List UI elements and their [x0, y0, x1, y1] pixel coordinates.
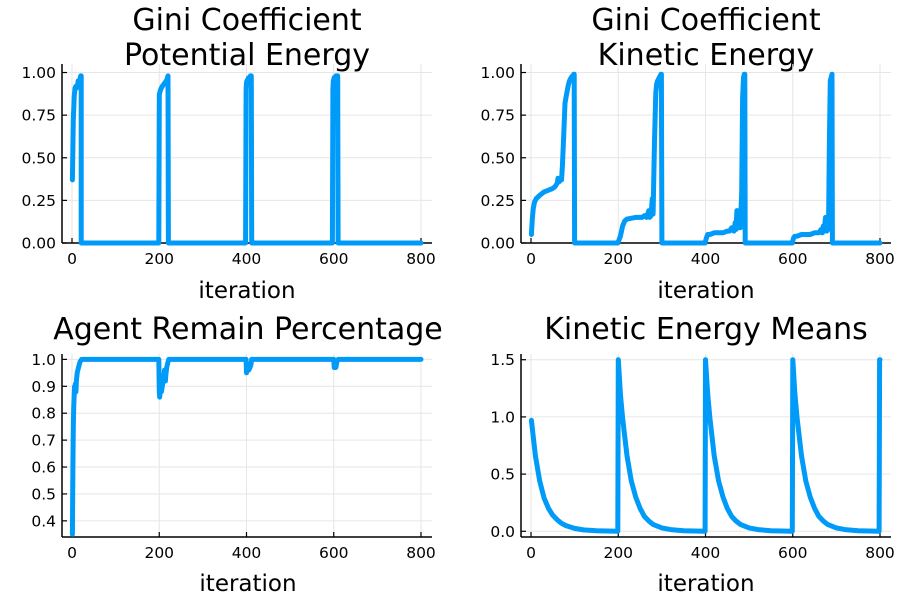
series-line: [528, 71, 883, 246]
plot-area: 0 200 400 600 800 0.00 0.25 0.50 0.75 1.00: [21, 64, 436, 268]
x-tick-label: 400: [232, 544, 262, 562]
panel-gini-potential: Gini Coefficient Potential Energy 0 200 40…: [21, 3, 435, 304]
y-tick-label: 0.4: [31, 512, 56, 530]
x-tick-label: 0: [526, 250, 536, 268]
x-tick-label: 800: [406, 250, 436, 268]
x-tick-label: 200: [144, 544, 174, 562]
x-tick-label: 600: [778, 250, 808, 268]
y-tick-label: 0.5: [31, 485, 56, 503]
x-tick-label: 600: [319, 544, 349, 562]
x-tick-label: 200: [603, 544, 633, 562]
panel-agent-remain: Agent Remain Percentage 0 200 400 600 800 0.4…: [31, 312, 442, 597]
y-tick-label: 1.0: [490, 408, 515, 426]
chart-title: Agent Remain Percentage: [53, 312, 443, 347]
x-axis-label: iteration: [657, 571, 754, 597]
x-tick-label: 800: [406, 544, 436, 562]
x-axis-label: iteration: [199, 571, 296, 597]
x-tick-label: 600: [319, 250, 349, 268]
plot-area: 0 200 400 600 800 0.4 0.5 0.6 0.7 0.8 0.9 1.0: [31, 351, 435, 562]
y-tick-label: 0.7: [31, 432, 56, 450]
y-tick-label: 0.0: [490, 523, 515, 541]
y-tick-label: 0.00: [21, 235, 56, 253]
series-line: [528, 357, 883, 534]
series-line: [69, 356, 424, 537]
x-tick-label: 0: [526, 544, 536, 562]
y-tick-label: 1.5: [490, 351, 515, 369]
x-tick-label: 400: [232, 250, 262, 268]
y-tick-label: 0.8: [31, 405, 56, 423]
plot-area: 0 200 400 600 800 0.0 0.5 1.0 1.5: [490, 351, 894, 562]
y-tick-label: 0.6: [31, 459, 56, 477]
x-tick-label: 800: [865, 544, 895, 562]
y-tick-label: 0.25: [480, 192, 515, 210]
y-tick-label: 1.00: [480, 64, 515, 82]
x-tick-label: 400: [691, 250, 721, 268]
x-tick-label: 800: [865, 250, 895, 268]
y-tick-label: 0.50: [21, 149, 56, 167]
y-tick-label: 0.75: [480, 107, 515, 125]
y-tick-label: 0.25: [21, 192, 56, 210]
x-tick-label: 200: [144, 250, 174, 268]
x-tick-label: 0: [67, 250, 77, 268]
plot-area: 0 200 400 600 800 0.00 0.25 0.50 0.75 1.00: [480, 64, 895, 268]
x-tick-label: 200: [603, 250, 633, 268]
y-tick-label: 0.75: [21, 107, 56, 125]
y-tick-label: 1.00: [21, 64, 56, 82]
y-tick-label: 0.50: [480, 149, 515, 167]
chart-title: Gini Coefficient: [132, 3, 362, 38]
x-tick-label: 600: [778, 544, 808, 562]
chart-title: Kinetic Energy Means: [544, 312, 868, 347]
panel-gini-kinetic: Gini Coefficient Kinetic Energy 0 200 400 6…: [480, 3, 894, 304]
x-axis-label: iteration: [657, 278, 754, 304]
y-tick-label: 1.0: [31, 351, 56, 369]
x-tick-label: 400: [691, 544, 721, 562]
chart-title: Gini Coefficient: [591, 3, 821, 38]
x-axis-label: iteration: [198, 278, 295, 304]
y-tick-label: 0.9: [31, 378, 56, 396]
x-tick-label: 0: [67, 544, 77, 562]
y-tick-label: 0.5: [490, 466, 515, 484]
y-tick-label: 0.00: [480, 235, 515, 253]
series-line: [69, 73, 424, 246]
panel-kinetic-means: Kinetic Energy Means 0 200 400 600 800 0.0 0.5…: [490, 312, 894, 597]
